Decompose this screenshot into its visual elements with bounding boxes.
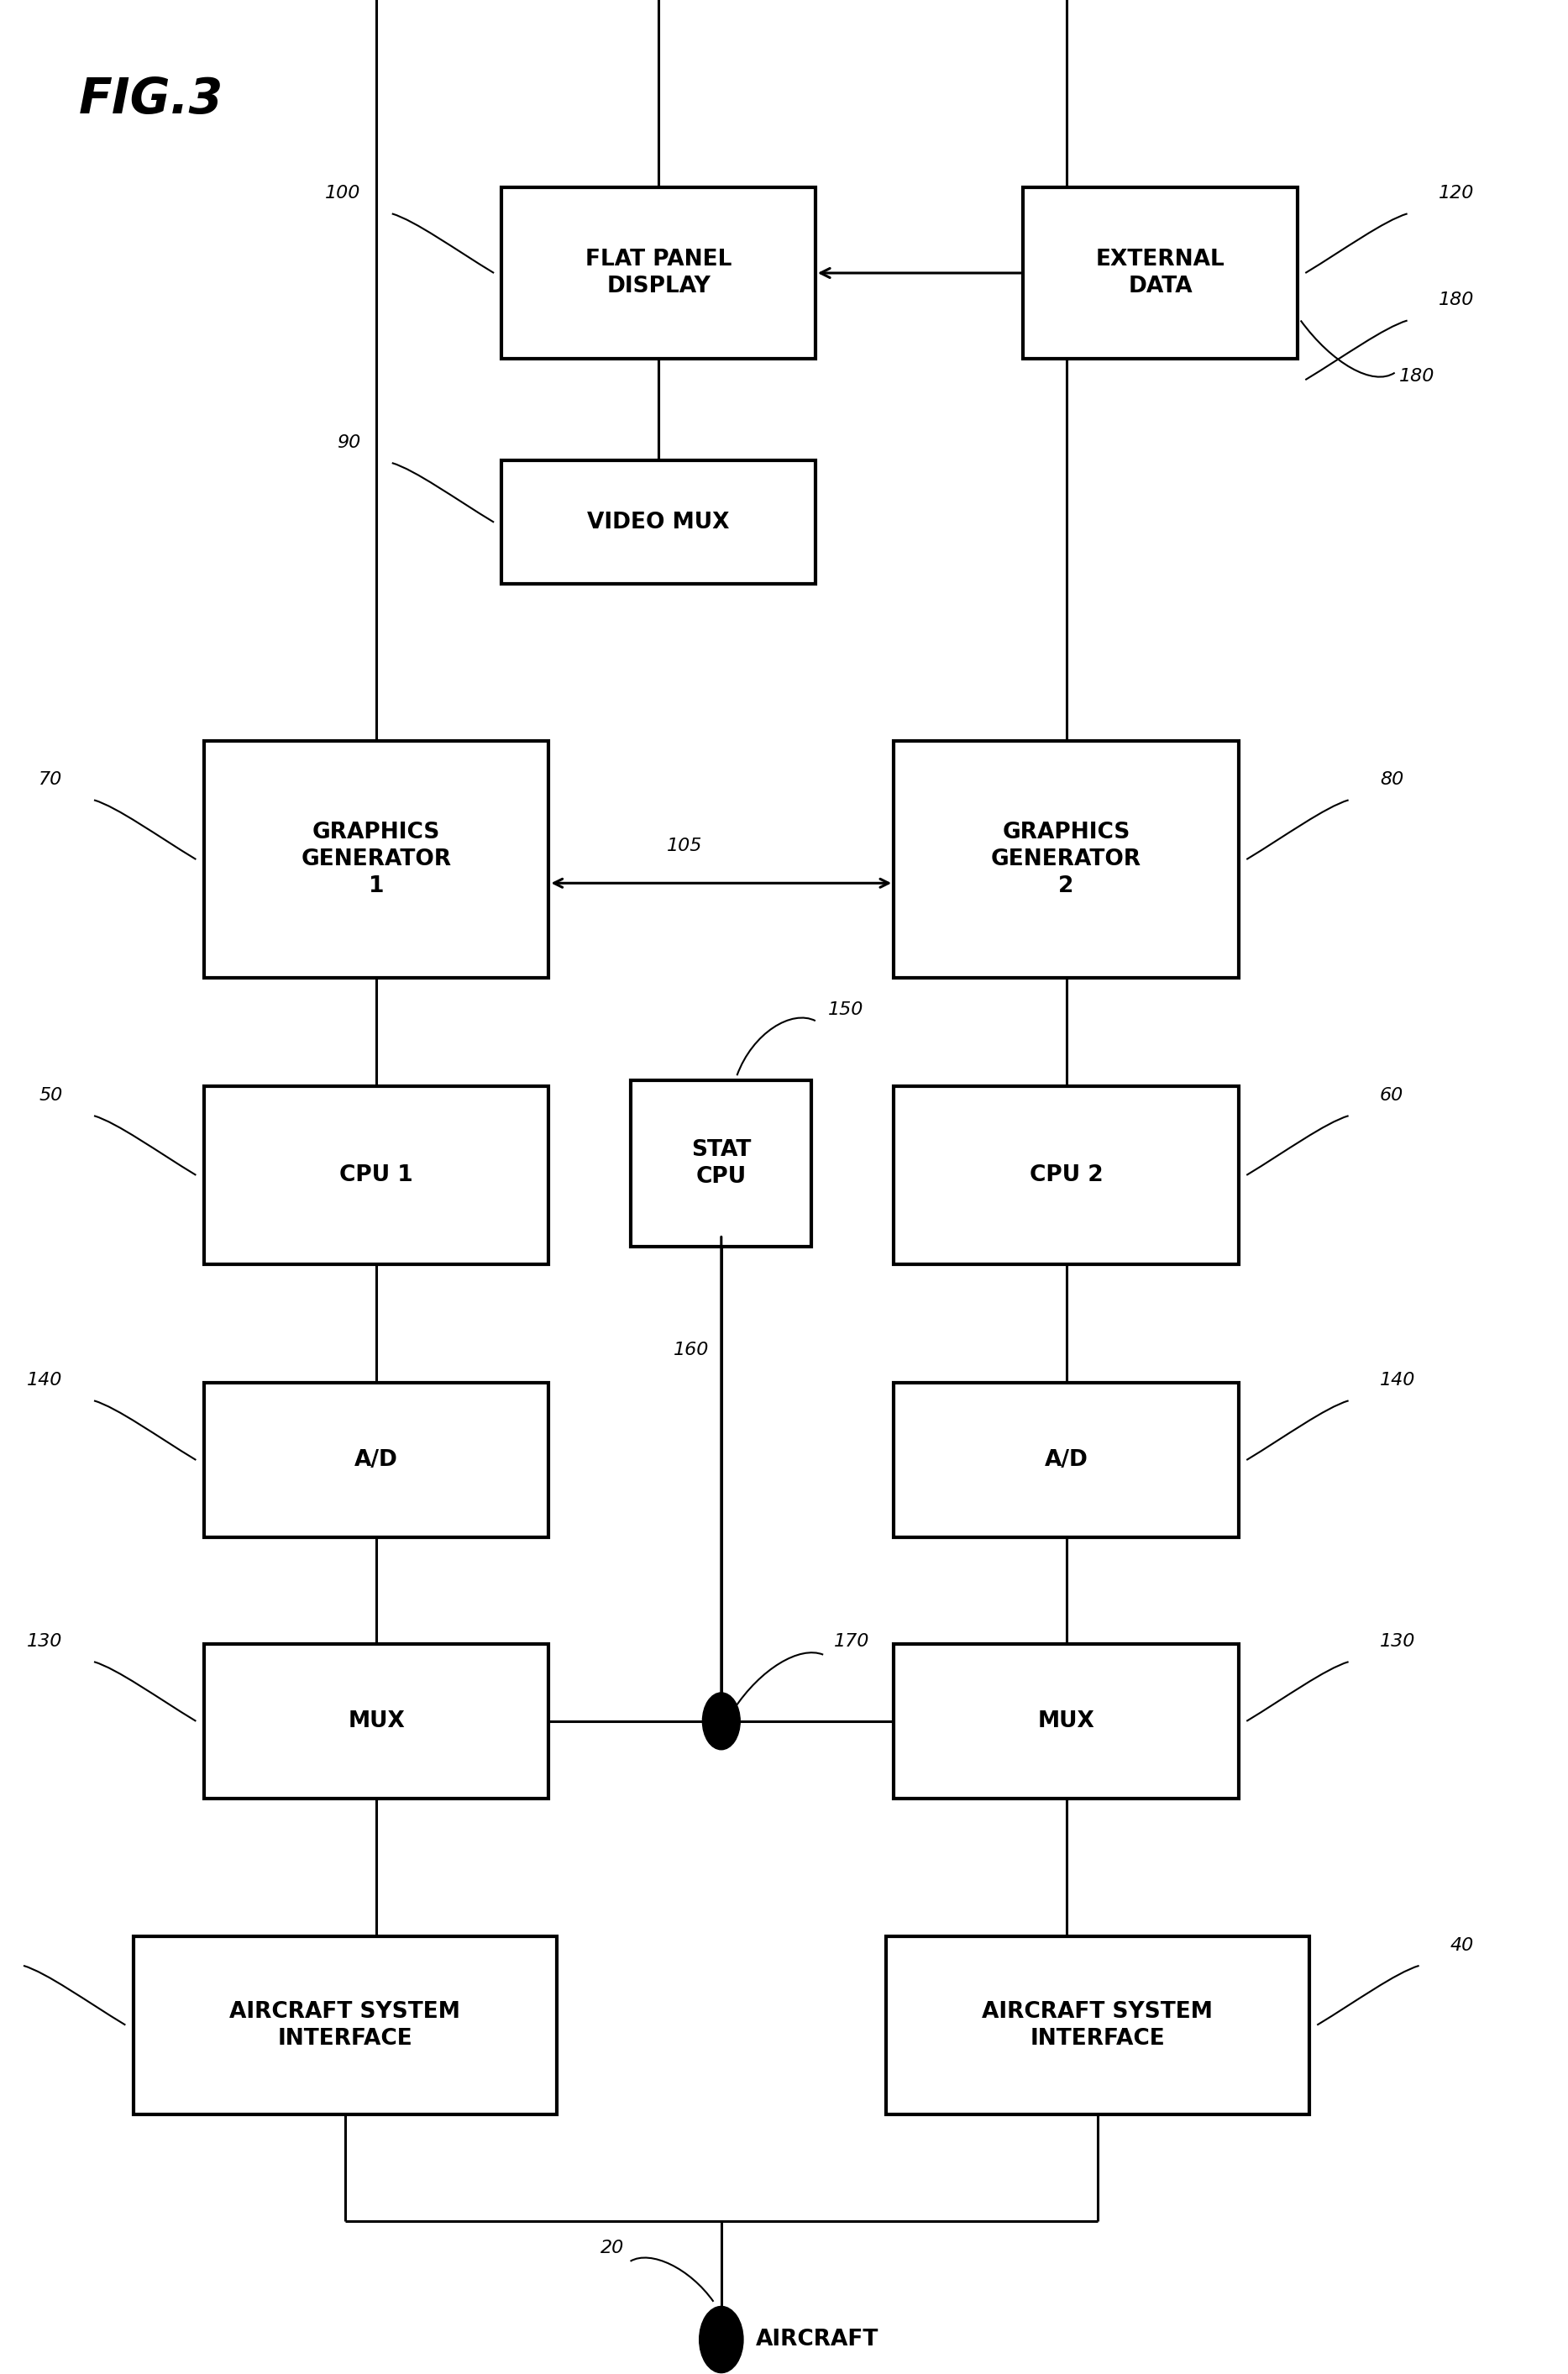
Text: 70: 70 — [39, 772, 63, 788]
Text: 90: 90 — [337, 434, 361, 451]
Text: VIDEO MUX: VIDEO MUX — [588, 510, 729, 534]
Text: 140: 140 — [27, 1372, 63, 1389]
Text: A/D: A/D — [1044, 1448, 1088, 1472]
Bar — [204, 1382, 549, 1538]
Bar — [133, 1937, 557, 2115]
Text: 40: 40 — [1450, 1937, 1474, 1954]
Text: 180: 180 — [1400, 368, 1435, 385]
Bar — [204, 741, 549, 978]
Text: CPU 1: CPU 1 — [339, 1163, 414, 1187]
Text: 180: 180 — [1439, 292, 1474, 309]
Text: CPU 2: CPU 2 — [1030, 1163, 1102, 1187]
Text: 130: 130 — [27, 1633, 63, 1650]
Text: 105: 105 — [666, 838, 702, 855]
Text: 150: 150 — [828, 1002, 864, 1018]
Text: GRAPHICS
GENERATOR
2: GRAPHICS GENERATOR 2 — [991, 821, 1142, 897]
Bar — [1024, 188, 1298, 358]
Text: FIG.3: FIG.3 — [78, 76, 223, 123]
Text: A/D: A/D — [354, 1448, 398, 1472]
Text: GRAPHICS
GENERATOR
1: GRAPHICS GENERATOR 1 — [301, 821, 452, 897]
Text: AIRCRAFT SYSTEM
INTERFACE: AIRCRAFT SYSTEM INTERFACE — [229, 2001, 461, 2049]
Text: MUX: MUX — [1038, 1709, 1094, 1733]
Text: 100: 100 — [325, 185, 361, 202]
Text: 140: 140 — [1380, 1372, 1416, 1389]
Circle shape — [702, 1693, 740, 1750]
Circle shape — [699, 2308, 743, 2374]
Bar — [894, 1087, 1239, 1263]
Text: 50: 50 — [39, 1087, 63, 1104]
Text: AIRCRAFT: AIRCRAFT — [756, 2329, 878, 2350]
Bar — [894, 1643, 1239, 1799]
Bar — [502, 461, 815, 584]
Text: AIRCRAFT SYSTEM
INTERFACE: AIRCRAFT SYSTEM INTERFACE — [982, 2001, 1214, 2049]
Text: 60: 60 — [1380, 1087, 1403, 1104]
Bar — [894, 1382, 1239, 1538]
Bar — [204, 1087, 549, 1263]
Text: 170: 170 — [834, 1633, 870, 1650]
Text: EXTERNAL
DATA: EXTERNAL DATA — [1096, 249, 1225, 297]
Bar — [894, 741, 1239, 978]
Bar — [886, 1937, 1309, 2115]
Bar — [502, 188, 815, 358]
Text: STAT
CPU: STAT CPU — [691, 1140, 751, 1187]
Text: FLAT PANEL
DISPLAY: FLAT PANEL DISPLAY — [585, 249, 732, 297]
Text: 130: 130 — [1380, 1633, 1416, 1650]
Text: 160: 160 — [673, 1341, 709, 1358]
Text: 20: 20 — [601, 2239, 624, 2255]
Bar — [630, 1080, 812, 1246]
Text: MUX: MUX — [348, 1709, 405, 1733]
Text: 80: 80 — [1380, 772, 1403, 788]
Text: 120: 120 — [1439, 185, 1474, 202]
Bar — [204, 1643, 549, 1799]
